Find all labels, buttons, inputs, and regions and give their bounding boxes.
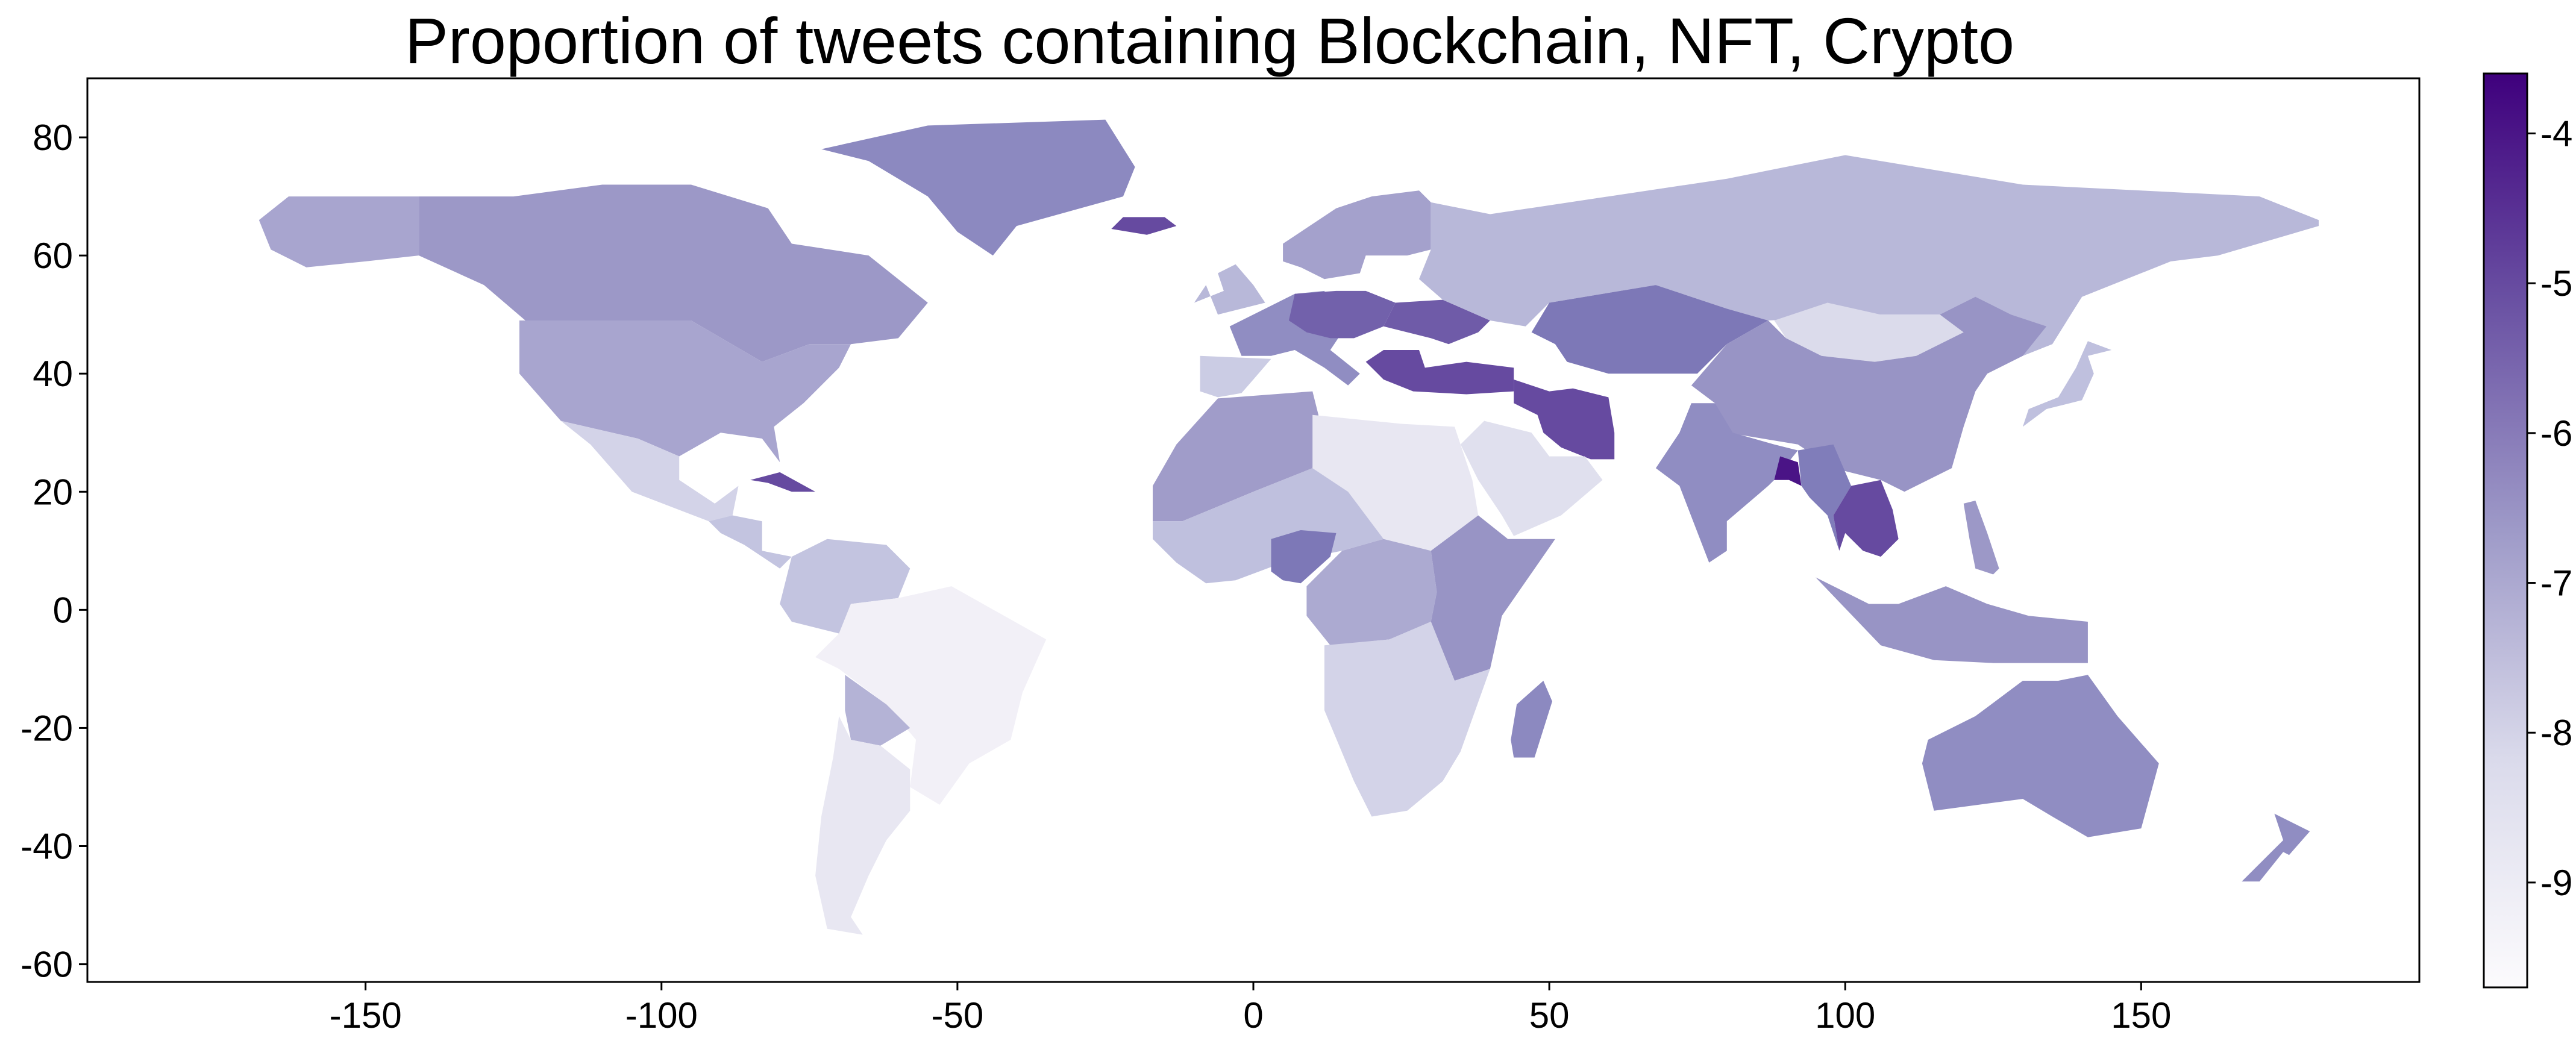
region-north-africa-west [1153,391,1318,522]
region-turkey-region [1365,350,1514,395]
region-usa [519,320,851,463]
region-central-america [709,515,792,569]
region-greenland [821,119,1135,256]
region-germany-region [1288,290,1396,339]
region-southern-africa [1324,622,1490,817]
region-arabia [1460,420,1603,536]
y-tick-label: 80 [33,117,73,158]
region-mongolia [1774,302,1964,362]
region-iberia [1200,355,1271,398]
region-brazil [815,586,1047,805]
region-scandinavia [1283,190,1431,280]
colorbar-tick-label: -5 [2540,263,2572,304]
region-japan [2022,341,2112,427]
region-china [1691,296,2047,492]
chart-title: Proportion of tweets containing Blockcha… [404,4,2015,77]
region-india [1655,403,1798,563]
y-tick-label: -60 [20,945,73,985]
y-tick-label: -40 [20,827,73,867]
colorbar-tick-label: -6 [2540,413,2572,454]
region-colombia-venezuela [780,539,910,634]
region-canada [419,184,928,362]
region-nigeria [1271,530,1337,584]
land-layer [259,119,2319,935]
region-sahara-east [1312,414,1479,551]
x-tick-label: 100 [1815,995,1875,1036]
colorbar-tick-label: -9 [2540,863,2572,903]
region-se-asia [1797,444,1852,551]
region-vietnam-thailand [1833,480,1899,557]
x-tick-label: 50 [1529,995,1570,1036]
x-tick-label: 0 [1243,995,1263,1036]
region-central-africa [1306,539,1437,646]
y-tick-label: 60 [33,236,73,276]
x-tick-label: -50 [932,995,984,1036]
y-tick-label: 0 [53,590,73,630]
y-axis: 80 60 40 20 0 -20 -40 -60 [20,117,87,985]
region-madagascar [1511,681,1552,758]
region-iran [1514,380,1615,460]
region-bolivia [845,675,910,746]
region-philippines [1963,501,1999,575]
x-tick-label: -100 [625,995,698,1036]
region-sahel [1153,468,1384,584]
y-tick-label: 20 [33,472,73,512]
region-cuba [750,472,816,492]
x-axis: -150 -100 -50 0 50 100 150 [330,982,2171,1036]
colorbar-tick-label: -7 [2540,563,2572,604]
colorbar-tick-label: -4 [2540,113,2572,154]
colorbar-ticks: -4 -5 -6 -7 -8 -9 [2527,113,2572,903]
region-kazakhstan [1531,285,1769,374]
region-ukraine [1384,299,1490,345]
x-tick-label: -150 [330,995,402,1036]
region-east-africa [1431,515,1555,681]
colorbar [2483,72,2528,989]
region-uk [1194,264,1265,315]
colorbar-tick-label: -8 [2540,713,2572,753]
region-indonesia [1816,577,2088,663]
region-new-zealand [2242,813,2310,882]
region-mexico [560,420,739,522]
region-bangladesh [1774,456,1802,486]
x-tick-label: 150 [2111,995,2171,1036]
region-russia [1419,155,2319,356]
y-tick-label: 40 [33,354,73,394]
region-australia [1922,675,2159,837]
y-tick-label: -20 [20,708,73,748]
region-iceland [1111,217,1177,235]
region-argentina-chile [815,716,910,935]
region-alaska [259,196,419,267]
